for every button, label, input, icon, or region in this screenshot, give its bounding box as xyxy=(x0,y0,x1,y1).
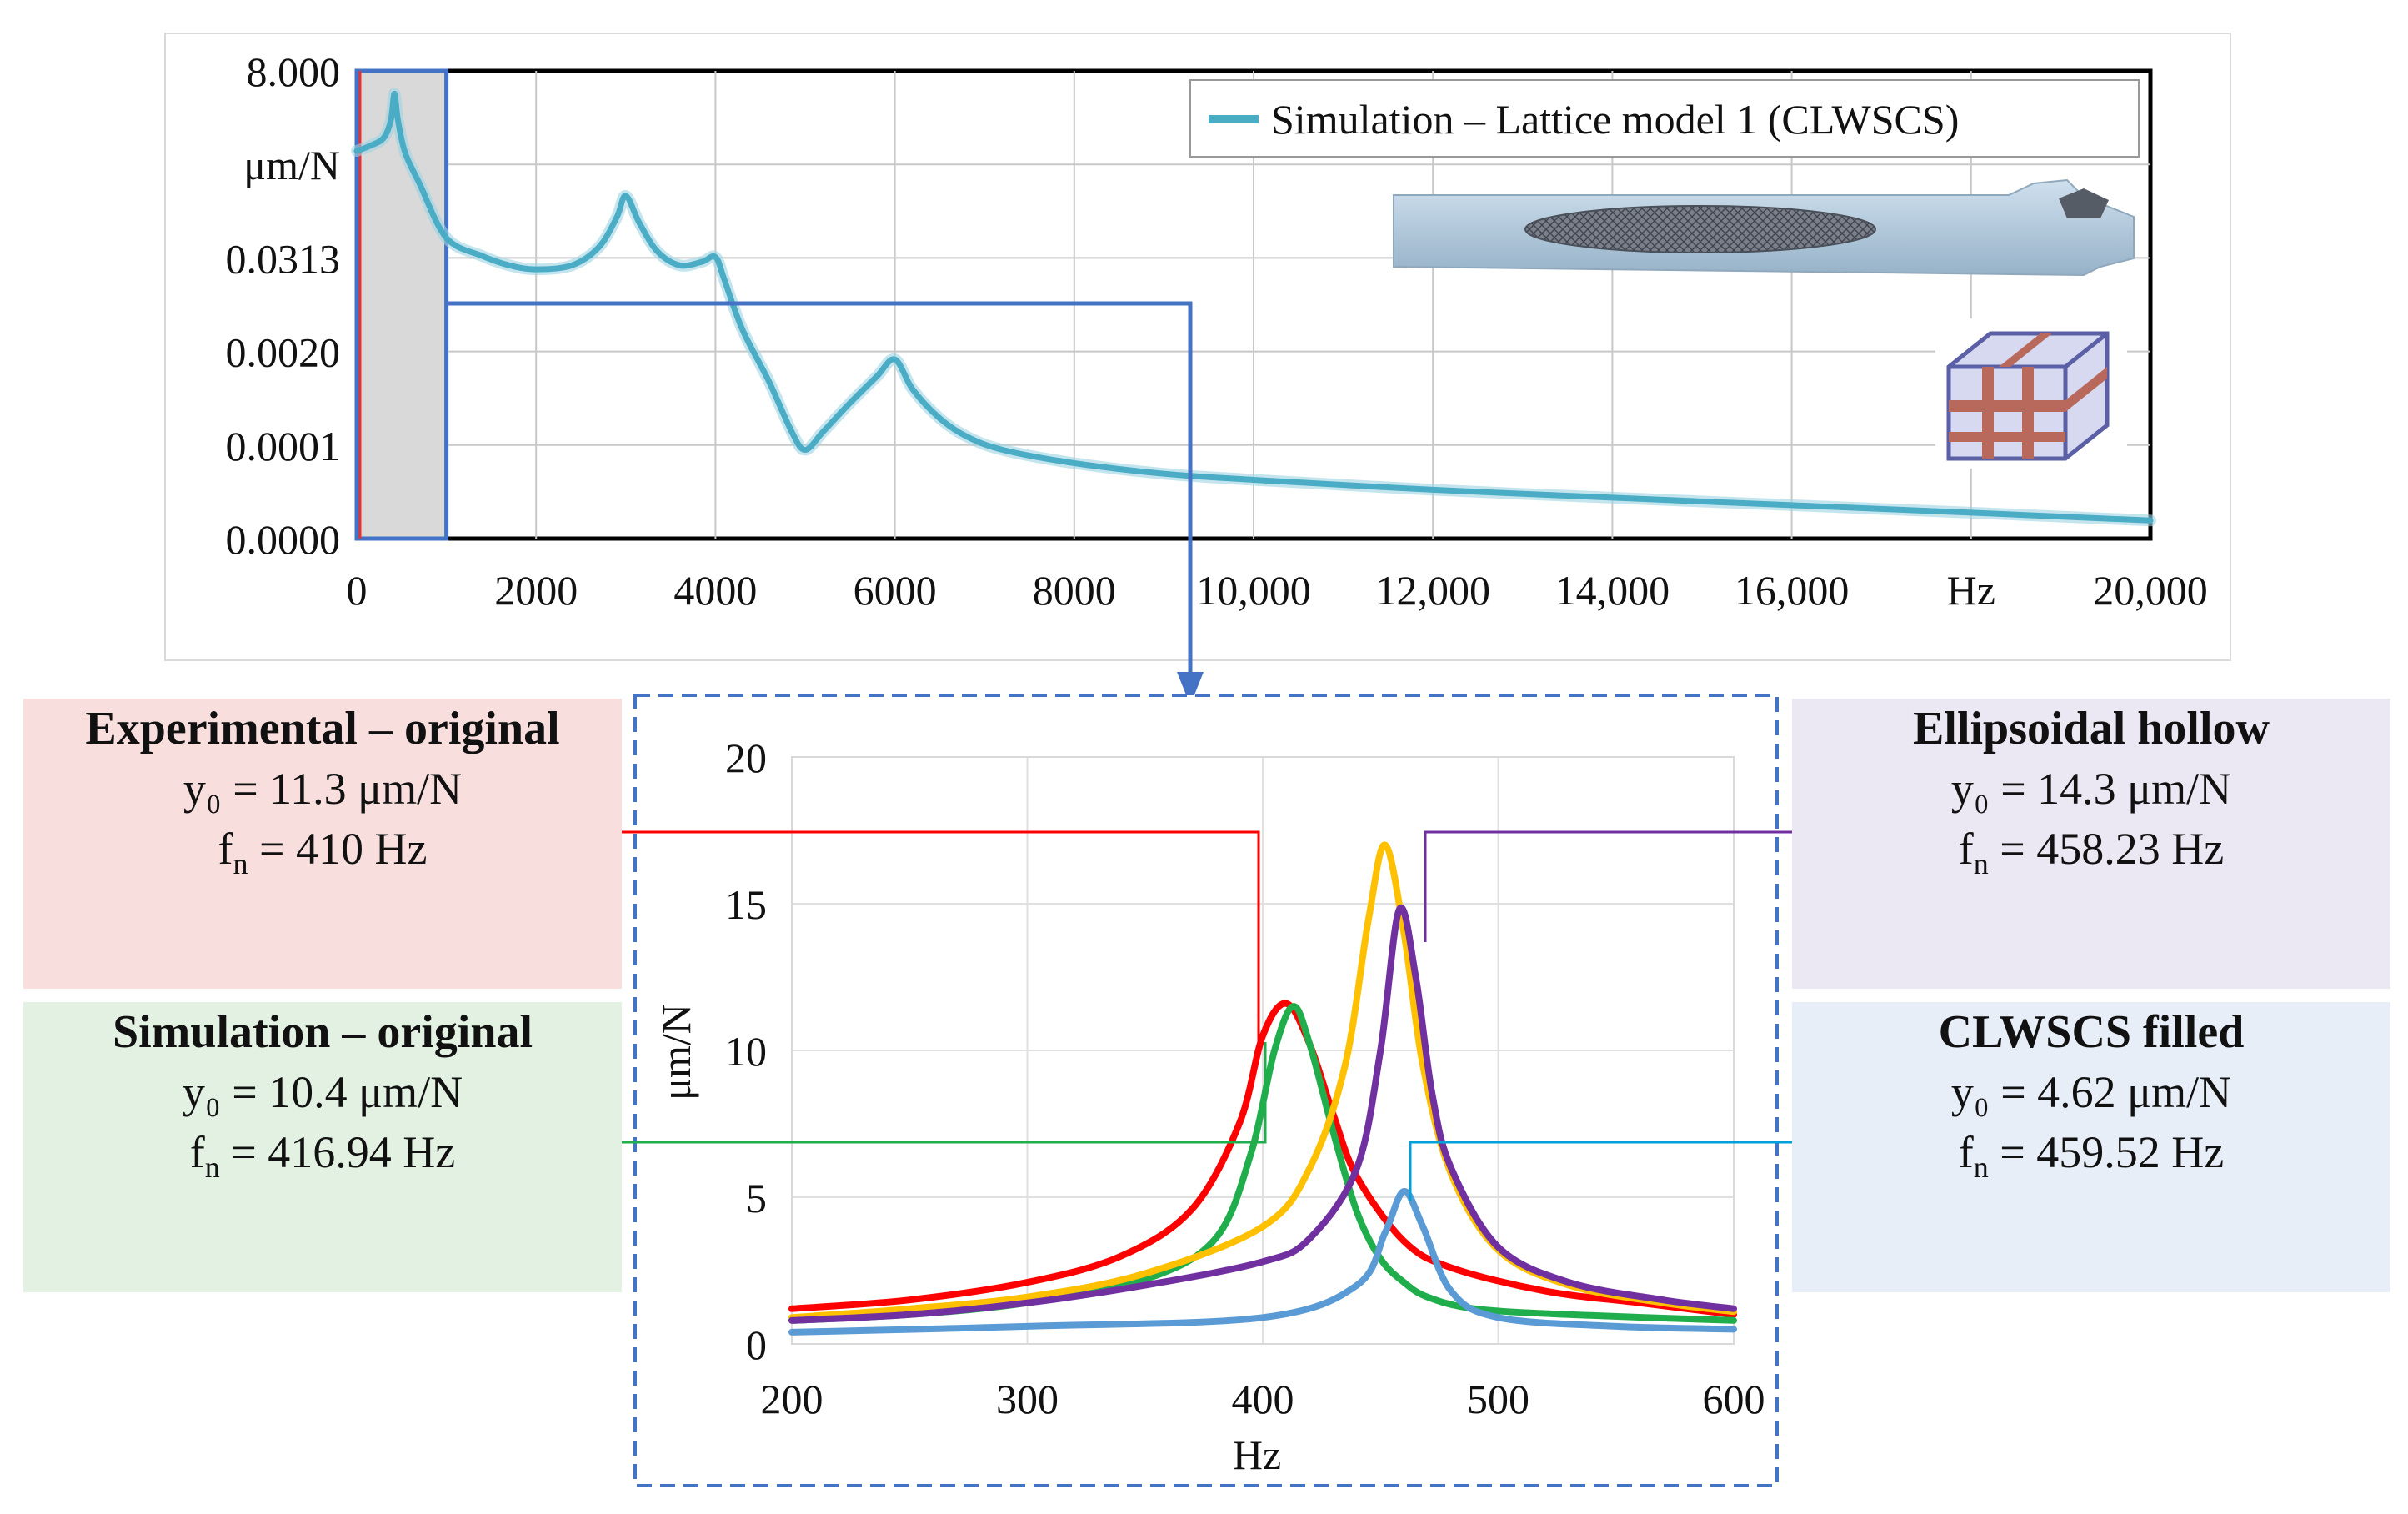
leader-line-experimental xyxy=(622,830,1260,1042)
panel-fn: fn = 416.94 Hz xyxy=(23,1122,622,1197)
panel-y0: y₀ = 10.4 μm/N xyxy=(182,1067,463,1117)
fn-value: = 459.52 Hz xyxy=(1988,1127,2225,1177)
panel-experimental-original: Experimental – original y₀ = 11.3 μm/N f… xyxy=(23,699,622,989)
zoom-y-tick-label: 0 xyxy=(746,1321,767,1368)
top-x-tick-label: Hz xyxy=(1947,567,1995,614)
top-x-tick-label: 16,000 xyxy=(1735,567,1850,614)
panel-fn: fn = 458.23 Hz xyxy=(1792,819,2390,894)
zoom-x-tick-label: 300 xyxy=(996,1376,1059,1422)
panel-fn: fn = 459.52 Hz xyxy=(1792,1122,2390,1197)
panel-title: Experimental – original xyxy=(85,703,560,754)
cube-strut xyxy=(2065,367,2107,412)
leader-line-clwscs xyxy=(1409,1141,1792,1201)
panel-fn: fn = 410 Hz xyxy=(23,819,622,894)
leader-line-ellipsoidal xyxy=(1424,830,1792,942)
zoom-connector-line xyxy=(446,301,1193,675)
fn-symbol: f xyxy=(1958,824,1974,874)
cube-strut xyxy=(1999,333,2052,367)
fn-symbol: f xyxy=(218,824,233,874)
top-x-tick-label: 10,000 xyxy=(1196,567,1311,614)
beam-lattice-ellipse xyxy=(1524,205,1876,253)
fn-subscript: n xyxy=(204,1150,220,1184)
top-x-tick-label: 0 xyxy=(347,567,368,614)
top-y-tick-label: 0.0020 xyxy=(226,329,341,376)
top-series-line xyxy=(353,90,2154,524)
fn-symbol: f xyxy=(189,1127,205,1177)
zoom-x-tick-label: 400 xyxy=(1232,1376,1294,1422)
panel-clwscs-filled: CLWSCS filled y₀ = 4.62 μm/N fn = 459.52… xyxy=(1792,1002,2390,1292)
cube-edge xyxy=(2064,332,2109,368)
zoom-x-axis-label: Hz xyxy=(1233,1431,1281,1478)
cube-strut xyxy=(2022,367,2034,459)
zoom-x-tick-label: 500 xyxy=(1467,1376,1529,1422)
lattice-cube-picture xyxy=(1935,318,2127,469)
zoom-chart-frame xyxy=(633,694,1779,1487)
beam-insert xyxy=(2059,188,2109,218)
top-x-tick-label: 2000 xyxy=(494,567,578,614)
zoom-x-tick-label: 200 xyxy=(761,1376,824,1422)
top-x-tick-label: 4000 xyxy=(673,567,757,614)
fn-subscript: n xyxy=(233,846,248,880)
panel-simulation-original: Simulation – original y₀ = 10.4 μm/N fn … xyxy=(23,1002,622,1292)
panel-title: Simulation – original xyxy=(112,1006,533,1058)
top-y-tick-label: 8.000 xyxy=(247,48,341,95)
fn-value: = 410 Hz xyxy=(248,824,428,874)
fn-value: = 416.94 Hz xyxy=(219,1127,456,1177)
zoom-connector-arrowhead xyxy=(1177,672,1204,705)
fn-symbol: f xyxy=(1958,1127,1974,1177)
top-y-tick-label: μm/N xyxy=(243,142,340,188)
panel-ellipsoidal-hollow: Ellipsoidal hollow y₀ = 14.3 μm/N fn = 4… xyxy=(1792,699,2390,989)
panel-title: CLWSCS filled xyxy=(1938,1006,2245,1058)
top-legend-label: Simulation – Lattice model 1 (CLWSCS) xyxy=(1271,96,1959,143)
top-y-tick-label: 0.0000 xyxy=(226,516,341,563)
top-legend-box xyxy=(1189,79,2140,158)
cube-strut xyxy=(1982,367,1994,459)
top-y-tick-label: 0.0313 xyxy=(226,235,341,282)
zoom-y-axis-label: μm/N xyxy=(653,1004,699,1100)
top-x-tick-label: 14,000 xyxy=(1555,567,1670,614)
top-x-tick-label: 12,000 xyxy=(1375,567,1490,614)
panel-y0: y₀ = 4.62 μm/N xyxy=(1950,1067,2232,1117)
panel-y0: y₀ = 11.3 μm/N xyxy=(183,764,463,814)
top-y-tick-label: 0.0001 xyxy=(226,423,341,469)
panel-title: Ellipsoidal hollow xyxy=(1913,703,2270,754)
zoom-series-ellipsoidal-hollow xyxy=(788,904,1737,1324)
leader-line-simulation xyxy=(622,1042,1267,1144)
zoom-y-tick-label: 5 xyxy=(746,1175,767,1221)
panel-y0: y₀ = 14.3 μm/N xyxy=(1950,764,2232,814)
zoom-series-clwscs-filled xyxy=(788,1188,1737,1336)
fn-subscript: n xyxy=(1973,1150,1989,1184)
cube-strut xyxy=(1949,432,2065,442)
top-x-tick-label: 20,000 xyxy=(2093,567,2208,614)
zoom-plot-area xyxy=(791,756,1735,1345)
zoom-y-tick-label: 20 xyxy=(725,734,767,781)
cube-strut xyxy=(1949,400,2065,412)
fn-subscript: n xyxy=(1973,846,1989,880)
zoom-y-tick-label: 15 xyxy=(725,881,767,928)
lattice-beam-picture xyxy=(1393,178,2135,277)
top-x-tick-label: 8000 xyxy=(1033,567,1116,614)
zoom-x-tick-label: 600 xyxy=(1703,1376,1765,1422)
fn-value: = 458.23 Hz xyxy=(1988,824,2225,874)
top-x-tick-label: 6000 xyxy=(854,567,937,614)
zoom-y-tick-label: 10 xyxy=(725,1028,767,1075)
